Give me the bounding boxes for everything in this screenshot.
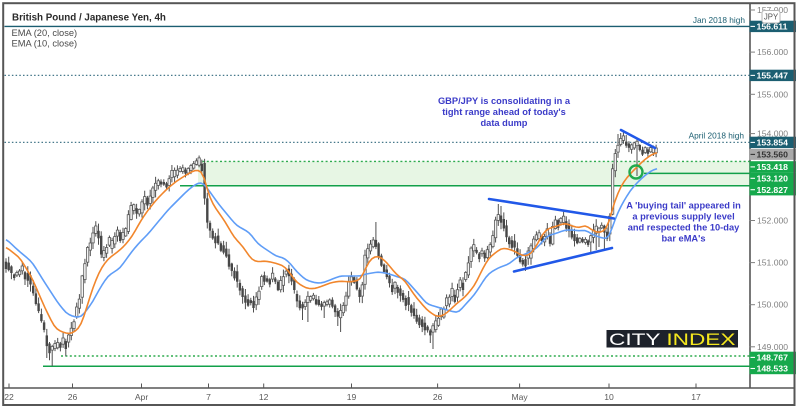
svg-text:April 2018 high: April 2018 high: [689, 131, 745, 141]
svg-text:150.000: 150.000: [757, 300, 788, 310]
svg-text:bar eMA's: bar eMA's: [661, 234, 705, 244]
svg-text:156.000: 156.000: [757, 47, 788, 57]
svg-text:151.000: 151.000: [757, 258, 788, 268]
svg-text:154.000: 154.000: [757, 129, 788, 139]
svg-text:A 'buying tail' appeared in: A 'buying tail' appeared in: [626, 201, 741, 211]
svg-text:Apr: Apr: [135, 392, 149, 402]
svg-text:tight range ahead of today's: tight range ahead of today's: [442, 107, 566, 117]
svg-text:GBP/JPY is consolidating in a: GBP/JPY is consolidating in a: [438, 96, 571, 106]
svg-text:26: 26: [68, 392, 78, 402]
svg-text:EMA (10, close): EMA (10, close): [12, 39, 78, 49]
svg-text:152.000: 152.000: [757, 216, 788, 226]
svg-text:152.827: 152.827: [757, 185, 789, 195]
svg-text:12: 12: [259, 392, 269, 402]
svg-text:17: 17: [691, 392, 701, 402]
svg-text:19: 19: [347, 392, 357, 402]
svg-text:153.560: 153.560: [757, 150, 789, 160]
svg-text:155.447: 155.447: [757, 71, 789, 81]
svg-text:CITY INDEX: CITY INDEX: [609, 331, 736, 349]
svg-text:JPY: JPY: [764, 13, 779, 22]
svg-text:10: 10: [604, 392, 614, 402]
svg-text:155.000: 155.000: [757, 89, 788, 99]
svg-text:a previous supply level: a previous supply level: [632, 212, 734, 222]
svg-text:156.611: 156.611: [757, 22, 788, 32]
svg-text:British Pound / Japanese Yen,: British Pound / Japanese Yen, 4h: [12, 13, 166, 24]
svg-text:149.000: 149.000: [757, 342, 788, 352]
svg-text:148.533: 148.533: [757, 364, 789, 374]
svg-text:153.418: 153.418: [757, 162, 789, 172]
svg-text:153.120: 153.120: [757, 174, 789, 184]
svg-text:May: May: [511, 392, 528, 402]
svg-text:22: 22: [4, 392, 14, 402]
svg-text:7: 7: [206, 392, 211, 402]
svg-text:and respected the 10-day: and respected the 10-day: [628, 223, 740, 233]
svg-text:148.767: 148.767: [757, 353, 789, 363]
svg-text:26: 26: [433, 392, 443, 402]
svg-text:EMA (20, close): EMA (20, close): [12, 28, 78, 38]
svg-text:data dump: data dump: [480, 118, 527, 128]
svg-text:153.854: 153.854: [757, 138, 789, 148]
svg-text:Jan 2018 high: Jan 2018 high: [693, 15, 746, 25]
